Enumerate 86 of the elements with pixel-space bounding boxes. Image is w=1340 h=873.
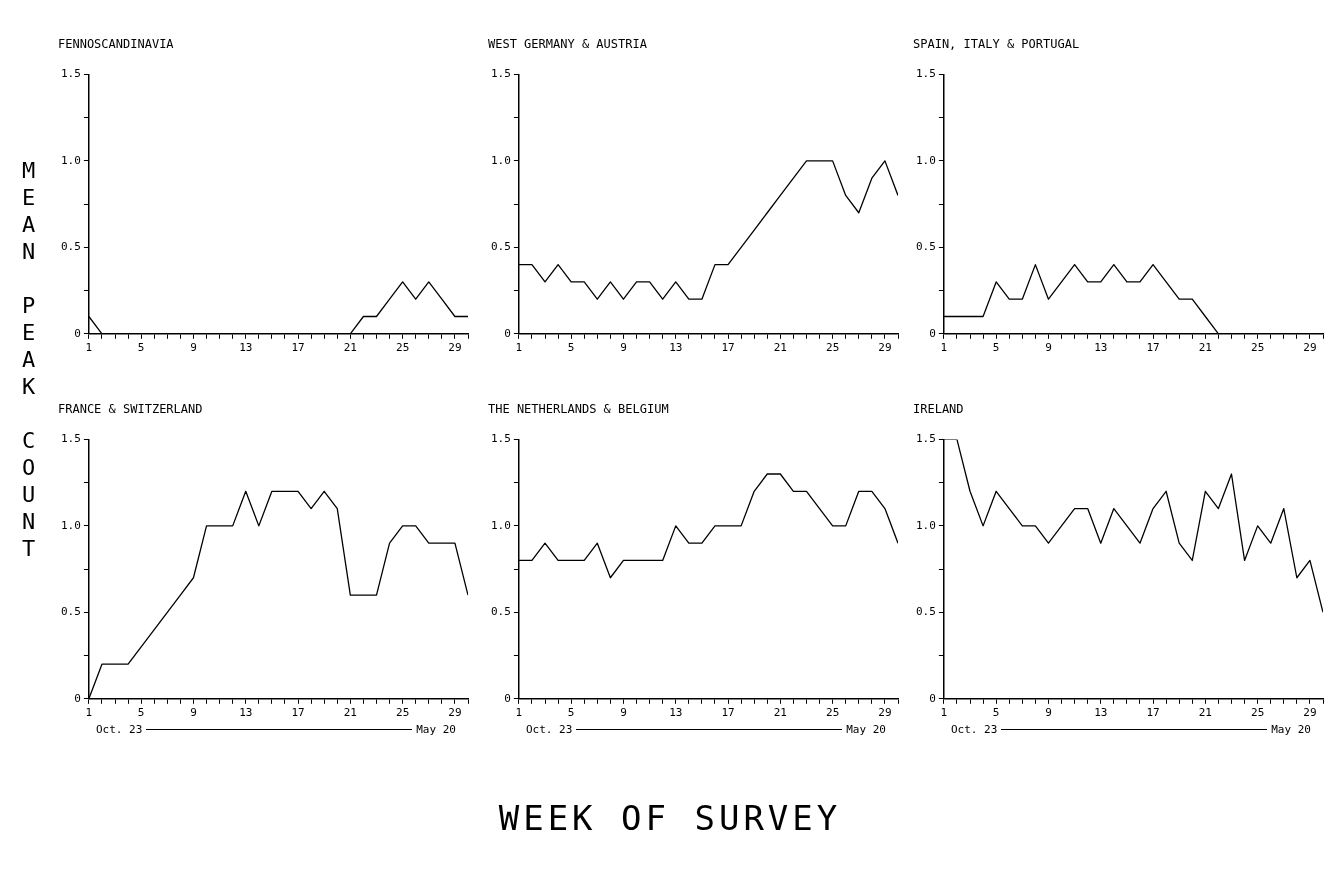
x-tick-label: 13: [669, 706, 683, 720]
x-tick-label: 5: [137, 706, 145, 720]
text: Oct. 23: [96, 723, 143, 736]
y-tick-label: 1.5: [60, 67, 81, 81]
y-tick-label: 0: [74, 691, 81, 705]
x-tick-label: 21: [343, 341, 357, 355]
x-tick-label: 9: [620, 341, 627, 355]
x-tick-label: 13: [239, 706, 253, 720]
x-tick-label: 25: [1251, 341, 1265, 355]
y-tick-label: 1.0: [60, 518, 81, 532]
x-tick-label: 5: [567, 341, 575, 355]
chart-title: IRELAND: [913, 402, 964, 417]
y-tick-label: 1.0: [915, 518, 936, 532]
chart-title: WEST GERMANY & AUSTRIA: [488, 37, 648, 52]
x-tick-label: 5: [992, 706, 1000, 720]
y-tick-label: 1.5: [490, 67, 511, 81]
y-tick-label: 1.5: [60, 432, 81, 446]
x-tick-label: 25: [826, 706, 840, 720]
text: Oct. 23: [951, 723, 998, 736]
y-tick-label: 0.5: [490, 605, 511, 619]
y-tick-label: 0.5: [60, 240, 81, 254]
y-tick-label: 0: [504, 691, 511, 705]
x-tick-label: 29: [448, 706, 462, 720]
x-tick-label: 5: [567, 706, 575, 720]
y-tick-label: 1.5: [915, 67, 936, 81]
x-tick-label: 21: [343, 706, 357, 720]
x-tick-label: 25: [1251, 706, 1265, 720]
x-tick-label: 9: [1045, 706, 1052, 720]
y-tick-label: 1.0: [490, 153, 511, 167]
text: Oct. 23: [526, 723, 573, 736]
x-tick-label: 1: [85, 706, 93, 720]
y-tick-label: 1.0: [915, 153, 936, 167]
x-tick-label: 29: [878, 341, 892, 355]
y-tick-label: 1.0: [60, 153, 81, 167]
x-tick-label: 17: [721, 341, 735, 355]
y-tick-label: 0: [504, 326, 511, 340]
x-tick-label: 17: [1146, 706, 1160, 720]
y-tick-label: 1.0: [490, 518, 511, 532]
x-tick-label: 29: [448, 341, 462, 355]
y-tick-label: 0.5: [60, 605, 81, 619]
x-tick-label: 9: [190, 341, 197, 355]
chart-title: THE NETHERLANDS & BELGIUM: [488, 402, 669, 417]
y-tick-label: 0: [929, 691, 936, 705]
y-axis-title: MEAN PEAK COUNT: [16, 158, 41, 563]
x-tick-label: 21: [773, 341, 787, 355]
x-tick-label: 1: [940, 341, 948, 355]
x-tick-label: 5: [137, 341, 145, 355]
x-tick-label: 25: [826, 341, 840, 355]
x-tick-label: 9: [1045, 341, 1052, 355]
x-tick-label: 29: [878, 706, 892, 720]
x-tick-label: 21: [1198, 706, 1212, 720]
x-tick-label: 25: [396, 706, 410, 720]
y-tick-label: 0.5: [915, 605, 936, 619]
y-tick-label: 1.5: [490, 432, 511, 446]
x-tick-label: 25: [396, 341, 410, 355]
x-tick-label: 17: [291, 706, 305, 720]
x-tick-label: 13: [239, 341, 253, 355]
x-tick-label: 5: [992, 341, 1000, 355]
x-tick-label: 13: [1094, 341, 1108, 355]
y-tick-label: 0: [929, 326, 936, 340]
x-tick-label: 1: [515, 706, 523, 720]
x-axis-title: WEEK OF SURVEY: [497, 798, 843, 838]
x-tick-label: 17: [721, 706, 735, 720]
x-tick-label: 21: [773, 706, 787, 720]
x-tick-label: 1: [515, 341, 523, 355]
x-tick-label: 9: [620, 706, 627, 720]
x-tick-label: 29: [1303, 706, 1317, 720]
x-tick-label: 29: [1303, 341, 1317, 355]
x-tick-label: 13: [669, 341, 683, 355]
y-tick-label: 1.5: [915, 432, 936, 446]
y-tick-label: 0.5: [915, 240, 936, 254]
chart-title: SPAIN, ITALY & PORTUGAL: [913, 37, 1080, 52]
x-tick-label: 1: [940, 706, 948, 720]
text: May 20: [846, 723, 886, 736]
x-tick-label: 13: [1094, 706, 1108, 720]
x-tick-label: 17: [1146, 341, 1160, 355]
x-tick-label: 21: [1198, 341, 1212, 355]
chart-title: FENNOSCANDINAVIA: [58, 37, 175, 52]
x-tick-label: 1: [85, 341, 93, 355]
x-tick-label: 17: [291, 341, 305, 355]
x-tick-label: 9: [190, 706, 197, 720]
chart-title: FRANCE & SWITZERLAND: [58, 402, 203, 417]
y-tick-label: 0.5: [490, 240, 511, 254]
text: May 20: [416, 723, 456, 736]
text: May 20: [1271, 723, 1311, 736]
y-tick-label: 0: [74, 326, 81, 340]
